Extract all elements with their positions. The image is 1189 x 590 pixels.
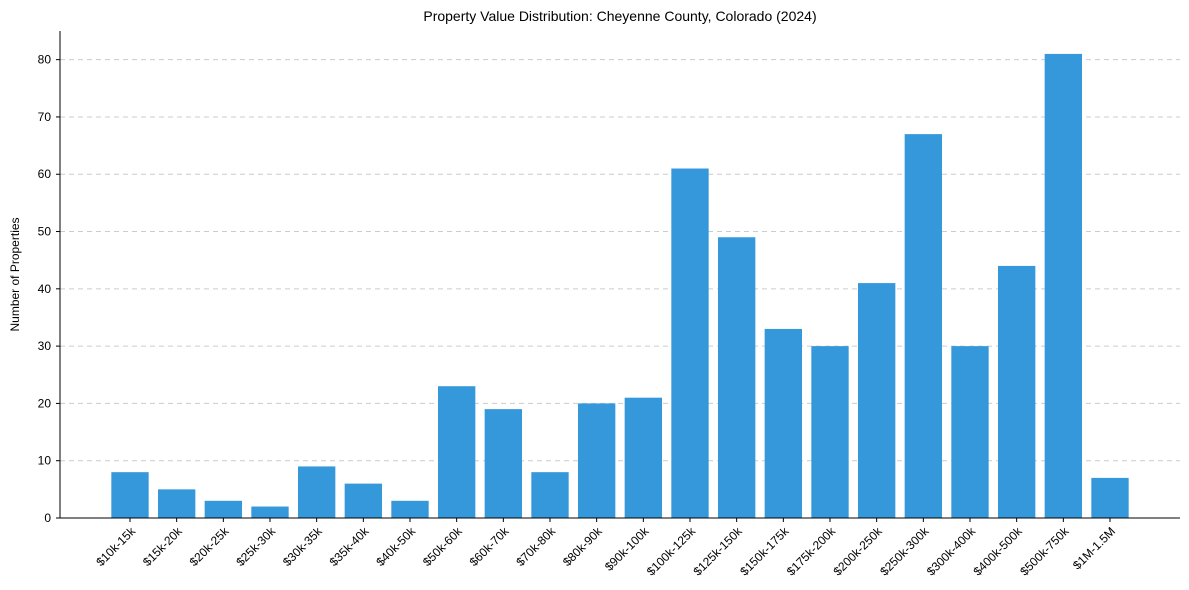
- bar: [671, 168, 709, 518]
- x-tick-label: $250k-300k: [877, 524, 932, 579]
- x-tick-label: $30k-35k: [280, 524, 326, 570]
- x-tick-label: $300k-400k: [924, 524, 979, 579]
- bar: [438, 386, 476, 518]
- y-tick-label: 60: [38, 167, 52, 181]
- bar: [484, 409, 522, 518]
- x-ticks: $10k-15k $15k-20k $20k-25k $25k-30k $30k-35k…: [93, 518, 1118, 578]
- x-tick-label: $150k-175k: [737, 524, 792, 579]
- bar: [578, 403, 616, 518]
- x-tick-label: $15k-20k: [140, 524, 186, 570]
- bar: [718, 237, 756, 518]
- y-tick-label: 50: [38, 225, 52, 239]
- y-tick-label: 0: [44, 511, 51, 525]
- x-tick-label: $40k-50k: [373, 524, 419, 570]
- chart-title: Property Value Distribution: Cheyenne Co…: [423, 8, 816, 24]
- x-tick-label: $500k-750k: [1017, 524, 1072, 579]
- x-tick-label: $175k-200k: [784, 524, 839, 579]
- x-tick-label: $80k-90k: [560, 524, 606, 570]
- x-tick-label: $100k-125k: [644, 524, 699, 579]
- x-tick-label: $1M-1.5M: [1070, 524, 1118, 572]
- y-tick-label: 70: [38, 110, 52, 124]
- bar: [391, 500, 429, 518]
- bar: [624, 397, 662, 518]
- y-tick-label: 30: [38, 339, 52, 353]
- bar: [344, 483, 382, 518]
- bar: [858, 283, 896, 518]
- bar: [764, 328, 802, 518]
- y-tick-label: 40: [38, 282, 52, 296]
- bar: [951, 346, 989, 518]
- gridlines: [60, 59, 1180, 462]
- x-tick-label: $10k-15k: [93, 524, 139, 570]
- axes: [59, 31, 1180, 519]
- y-axis-label: Number of Properties: [8, 217, 22, 331]
- y-tick-label: 80: [38, 53, 52, 67]
- x-tick-label: $25k-30k: [233, 524, 279, 570]
- x-tick-label: $200k-250k: [831, 524, 886, 579]
- x-tick-label: $50k-60k: [420, 524, 466, 570]
- bar: [998, 265, 1036, 518]
- bars: [111, 53, 1129, 519]
- bar: [1044, 53, 1082, 518]
- x-tick-label: $60k-70k: [467, 524, 513, 570]
- bar: [111, 472, 149, 518]
- bar: [158, 489, 196, 518]
- x-tick-label: $70k-80k: [513, 524, 559, 570]
- y-ticks: 0 10 20 30 40 50 60 70 80: [38, 53, 60, 525]
- x-tick-label: $20k-25k: [187, 524, 233, 570]
- x-tick-label: $400k-500k: [971, 524, 1026, 579]
- bar: [251, 506, 289, 518]
- y-tick-label: 10: [38, 454, 52, 468]
- y-tick-label: 20: [38, 396, 52, 410]
- bar: [1091, 477, 1129, 518]
- x-tick-label: $35k-40k: [327, 524, 373, 570]
- bar: [811, 346, 849, 518]
- bar: [204, 500, 242, 518]
- x-tick-label: $125k-150k: [691, 524, 746, 579]
- bar: [904, 134, 942, 519]
- x-tick-label: $90k-100k: [602, 524, 652, 574]
- bar: [531, 472, 569, 518]
- bar: [298, 466, 336, 518]
